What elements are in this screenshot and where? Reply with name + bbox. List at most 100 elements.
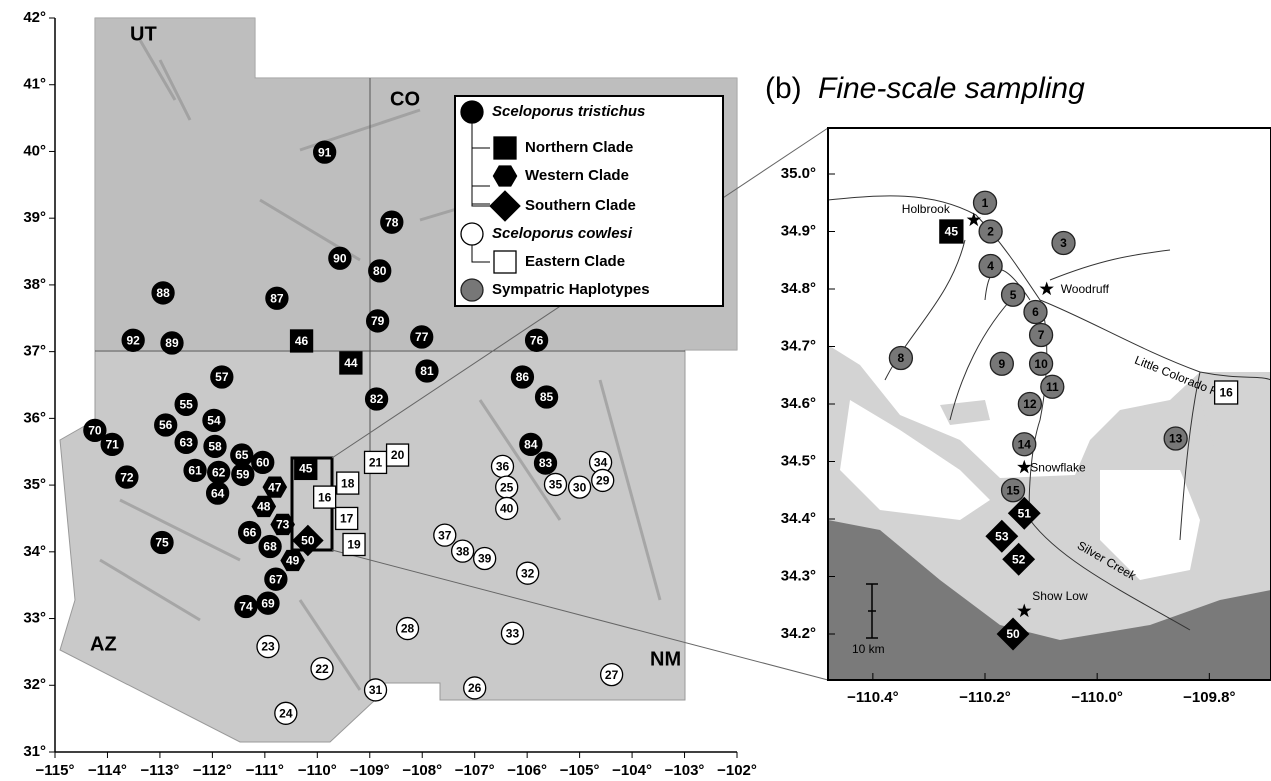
site-label: 73 bbox=[276, 518, 290, 532]
site-label: 71 bbox=[106, 438, 120, 452]
site-label: 6 bbox=[1032, 305, 1039, 319]
site-label: 74 bbox=[239, 600, 253, 614]
site-label: 34 bbox=[594, 456, 608, 470]
site-label: 24 bbox=[279, 706, 293, 720]
town-label: Show Low bbox=[1032, 589, 1088, 603]
site-label: 18 bbox=[341, 476, 355, 490]
x-tick-label: −108° bbox=[402, 762, 442, 779]
site-label: 1 bbox=[982, 196, 989, 210]
site-label: 56 bbox=[159, 418, 173, 432]
legend-label: Sceloporus tristichus bbox=[492, 103, 645, 120]
site-label: 51 bbox=[1018, 506, 1032, 520]
site-label: 92 bbox=[126, 333, 140, 347]
legend-label: Eastern Clade bbox=[525, 253, 625, 270]
site-label: 82 bbox=[370, 392, 384, 406]
y-tick-label: 37° bbox=[23, 343, 46, 360]
x-tick-label: −110.2° bbox=[959, 689, 1010, 706]
x-tick-label: −115° bbox=[36, 762, 75, 779]
y-tick-label: 34° bbox=[23, 543, 46, 560]
x-tick-label: −104° bbox=[612, 762, 652, 779]
site-label: 15 bbox=[1006, 483, 1020, 497]
marker-circle-black bbox=[461, 101, 483, 123]
y-tick-label: 34.8° bbox=[781, 280, 816, 297]
legend-label: Northern Clade bbox=[525, 139, 633, 156]
site-label: 89 bbox=[165, 336, 179, 350]
x-tick-label: −105° bbox=[560, 762, 600, 779]
town-label: Woodruff bbox=[1061, 282, 1110, 296]
site-label: 86 bbox=[516, 370, 530, 384]
state-label: AZ bbox=[90, 633, 117, 655]
y-tick-label: 38° bbox=[23, 276, 46, 293]
site-label: 60 bbox=[256, 456, 270, 470]
site-label: 68 bbox=[263, 540, 277, 554]
site-label: 31 bbox=[369, 683, 383, 697]
legend-label: Western Clade bbox=[525, 167, 629, 184]
state-label: NM bbox=[650, 648, 681, 670]
site-label: 54 bbox=[207, 414, 221, 428]
site-label: 9 bbox=[998, 357, 1005, 371]
site-label: 36 bbox=[496, 460, 510, 474]
y-tick-label: 33° bbox=[23, 610, 46, 627]
site-label: 19 bbox=[347, 538, 361, 552]
site-label: 48 bbox=[257, 500, 271, 514]
site-label: 17 bbox=[340, 512, 354, 526]
site-label: 45 bbox=[299, 462, 313, 476]
site-label: 84 bbox=[524, 438, 538, 452]
panel-title: Fine-scale sampling bbox=[818, 72, 1085, 105]
x-tick-label: −106° bbox=[507, 762, 547, 779]
y-tick-label: 35.0° bbox=[781, 165, 816, 182]
site-label: 77 bbox=[415, 330, 429, 344]
site-label: 49 bbox=[286, 554, 300, 568]
legend-label: Southern Clade bbox=[525, 197, 636, 214]
site-label: 53 bbox=[995, 529, 1009, 543]
site-label: 69 bbox=[261, 596, 275, 610]
site-label: 12 bbox=[1023, 397, 1037, 411]
site-label: 35 bbox=[549, 478, 563, 492]
site-label: 50 bbox=[1006, 627, 1020, 641]
x-tick-label: −103° bbox=[665, 762, 705, 779]
legend-label: Sceloporus cowlesi bbox=[492, 225, 633, 242]
x-tick-label: −110.0° bbox=[1071, 689, 1122, 706]
site-label: 23 bbox=[261, 640, 275, 654]
site-label: 70 bbox=[88, 424, 102, 438]
y-tick-label: 34.7° bbox=[781, 337, 816, 354]
site-label: 59 bbox=[236, 468, 250, 482]
x-tick-label: −109.8° bbox=[1183, 689, 1235, 706]
site-label: 88 bbox=[156, 286, 170, 300]
y-tick-label: 42° bbox=[23, 9, 46, 26]
site-label: 81 bbox=[420, 364, 434, 378]
site-label: 66 bbox=[243, 526, 257, 540]
site-label: 47 bbox=[268, 480, 282, 494]
site-label: 67 bbox=[269, 572, 283, 586]
y-tick-label: 34.9° bbox=[781, 222, 816, 239]
site-label: 10 bbox=[1034, 357, 1048, 371]
town-label: Holbrook bbox=[902, 202, 951, 216]
state-label: UT bbox=[130, 23, 157, 45]
site-label: 80 bbox=[373, 264, 387, 278]
marker-circle-white bbox=[461, 223, 483, 245]
scale-label: 10 km bbox=[852, 642, 885, 656]
site-label: 72 bbox=[120, 470, 134, 484]
site-label: 76 bbox=[530, 333, 544, 347]
site-label: 78 bbox=[385, 215, 399, 229]
site-label: 25 bbox=[500, 480, 514, 494]
site-label: 63 bbox=[179, 436, 193, 450]
y-tick-label: 34.6° bbox=[781, 395, 816, 412]
site-label: 87 bbox=[270, 291, 284, 305]
y-tick-label: 34.4° bbox=[781, 510, 816, 527]
site-label: 39 bbox=[478, 552, 492, 566]
marker-square-white bbox=[494, 251, 516, 273]
y-tick-label: 35° bbox=[23, 476, 46, 493]
site-label: 40 bbox=[500, 502, 514, 516]
site-label: 8 bbox=[898, 351, 905, 365]
site-label: 29 bbox=[596, 474, 610, 488]
site-label: 79 bbox=[371, 314, 385, 328]
x-tick-label: −110.4° bbox=[847, 689, 898, 706]
site-label: 33 bbox=[506, 626, 520, 640]
site-label: 20 bbox=[391, 448, 405, 462]
site-label: 90 bbox=[333, 251, 347, 265]
site-label: 46 bbox=[295, 334, 309, 348]
marker-hexagon bbox=[493, 166, 516, 186]
site-label: 57 bbox=[215, 370, 229, 384]
site-label: 21 bbox=[369, 456, 383, 470]
